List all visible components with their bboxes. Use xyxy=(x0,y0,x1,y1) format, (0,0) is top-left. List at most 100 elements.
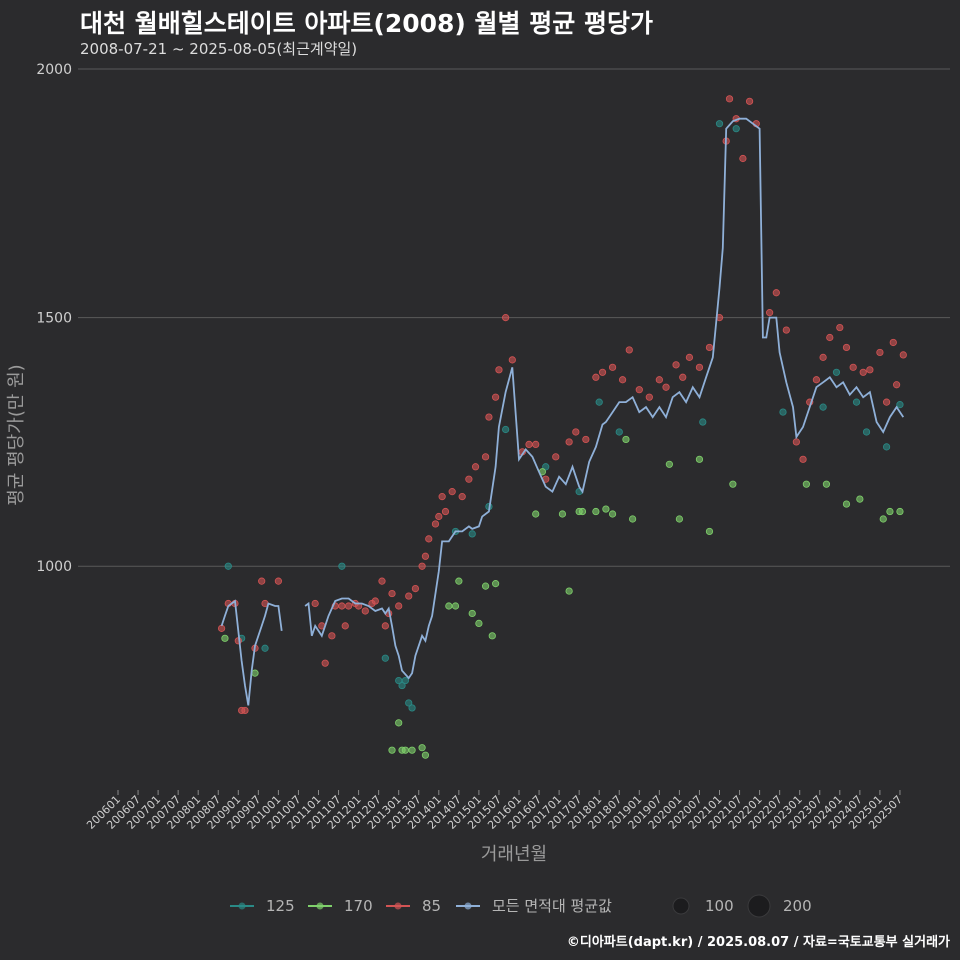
data-point-170 xyxy=(251,669,259,677)
data-point-85 xyxy=(819,353,827,361)
legend-label: 125 xyxy=(266,897,295,915)
x-axis-title: 거래년월 xyxy=(481,844,547,865)
data-point-125 xyxy=(338,562,346,570)
data-point-85 xyxy=(492,393,500,401)
data-point-170 xyxy=(445,602,453,610)
data-point-85 xyxy=(495,366,503,374)
data-point-170 xyxy=(896,507,904,516)
data-point-170 xyxy=(879,515,887,523)
data-point-85 xyxy=(431,520,440,528)
data-point-85 xyxy=(582,435,590,444)
data-point-170 xyxy=(886,507,894,516)
data-point-125 xyxy=(896,401,904,409)
data-point-170 xyxy=(451,602,460,610)
data-point-170 xyxy=(408,746,416,754)
data-point-125 xyxy=(779,408,787,416)
data-point-170 xyxy=(558,510,567,518)
data-point-170 xyxy=(475,619,483,628)
data-point-85 xyxy=(361,607,369,615)
data-point-170 xyxy=(388,746,396,754)
data-point-170 xyxy=(481,582,490,590)
data-point-85 xyxy=(679,373,687,381)
legend-marker xyxy=(238,902,246,910)
data-point-125 xyxy=(819,403,827,411)
data-point-85 xyxy=(876,348,884,357)
data-point-85 xyxy=(341,622,349,630)
data-point-85 xyxy=(866,366,874,374)
data-point-85 xyxy=(395,602,403,610)
data-point-170 xyxy=(665,460,673,468)
data-point-85 xyxy=(438,493,446,501)
data-point-85 xyxy=(241,706,249,715)
data-point-125 xyxy=(401,676,409,685)
data-point-125 xyxy=(398,681,406,690)
data-point-85 xyxy=(552,453,560,461)
data-point-85 xyxy=(435,512,443,521)
data-point-125 xyxy=(699,418,707,426)
data-point-85 xyxy=(258,577,266,585)
data-point-170 xyxy=(401,746,409,754)
legend-label: 85 xyxy=(422,897,441,915)
data-point-85 xyxy=(812,376,821,384)
x-axis-ticks: 2006012006072007012007072008012008072009… xyxy=(84,790,905,832)
data-point-85 xyxy=(685,353,694,361)
data-point-170 xyxy=(488,632,496,640)
data-point-170 xyxy=(842,500,851,508)
legend-size-label: 100 xyxy=(705,897,734,915)
data-point-170 xyxy=(608,510,617,518)
data-point-85 xyxy=(782,326,790,334)
y-axis-title: 평균 평당가(만 원) xyxy=(6,364,27,505)
data-point-85 xyxy=(217,624,226,632)
data-point-85 xyxy=(799,455,807,463)
source-caption: ©디아파트(dapt.kr) / 2025.08.07 / 자료=국토교통부 실… xyxy=(566,935,950,950)
data-point-85 xyxy=(321,659,329,667)
data-point-85 xyxy=(572,428,580,436)
data-point-85 xyxy=(388,589,396,598)
data-point-85 xyxy=(565,438,573,446)
data-point-170 xyxy=(629,515,637,523)
data-point-85 xyxy=(465,475,473,483)
page-title: 대천 월배힐스테이트 아파트(2008) 월별 평균 평당가 xyxy=(80,9,653,38)
legend: 125 170 85 모든 면적대 평균값 100 200 xyxy=(230,894,812,918)
data-point-85 xyxy=(448,488,456,496)
data-point-85 xyxy=(441,507,450,516)
data-point-85 xyxy=(381,622,389,630)
data-point-85 xyxy=(405,592,413,600)
data-point-85 xyxy=(882,398,891,406)
legend-size-marker xyxy=(672,897,690,915)
data-point-125 xyxy=(502,425,510,434)
data-point-125 xyxy=(381,654,389,662)
y-tick-label: 1000 xyxy=(36,559,72,575)
data-point-85 xyxy=(458,493,466,501)
data-point-85 xyxy=(745,97,754,105)
data-point-85 xyxy=(328,632,336,640)
y-tick-label: 2000 xyxy=(36,62,72,78)
data-point-85 xyxy=(371,597,379,605)
data-point-125 xyxy=(224,562,232,570)
data-point-85 xyxy=(645,393,653,401)
data-point-85 xyxy=(525,440,533,449)
data-point-125 xyxy=(615,428,623,436)
page-subtitle: 2008-07-21 ~ 2025-08-05(최근계약일) xyxy=(80,40,358,58)
data-point-170 xyxy=(565,587,573,595)
data-point-85 xyxy=(592,373,600,381)
data-point-170 xyxy=(822,480,831,488)
data-point-85 xyxy=(618,376,627,384)
legend-marker xyxy=(394,902,402,910)
data-point-125 xyxy=(862,428,871,436)
data-point-170 xyxy=(602,505,610,513)
data-point-125 xyxy=(468,530,476,538)
data-point-125 xyxy=(405,699,413,707)
data-point-170 xyxy=(675,515,684,523)
data-point-170 xyxy=(221,634,229,642)
data-point-85 xyxy=(836,323,844,332)
data-point-170 xyxy=(622,435,630,444)
data-point-170 xyxy=(532,510,540,518)
data-point-170 xyxy=(468,609,476,618)
data-point-85 xyxy=(532,440,540,449)
data-point-85 xyxy=(695,363,704,371)
data-point-170 xyxy=(695,455,704,463)
data-point-125 xyxy=(595,398,603,406)
average-line-group xyxy=(220,117,905,706)
data-point-85 xyxy=(502,314,510,322)
